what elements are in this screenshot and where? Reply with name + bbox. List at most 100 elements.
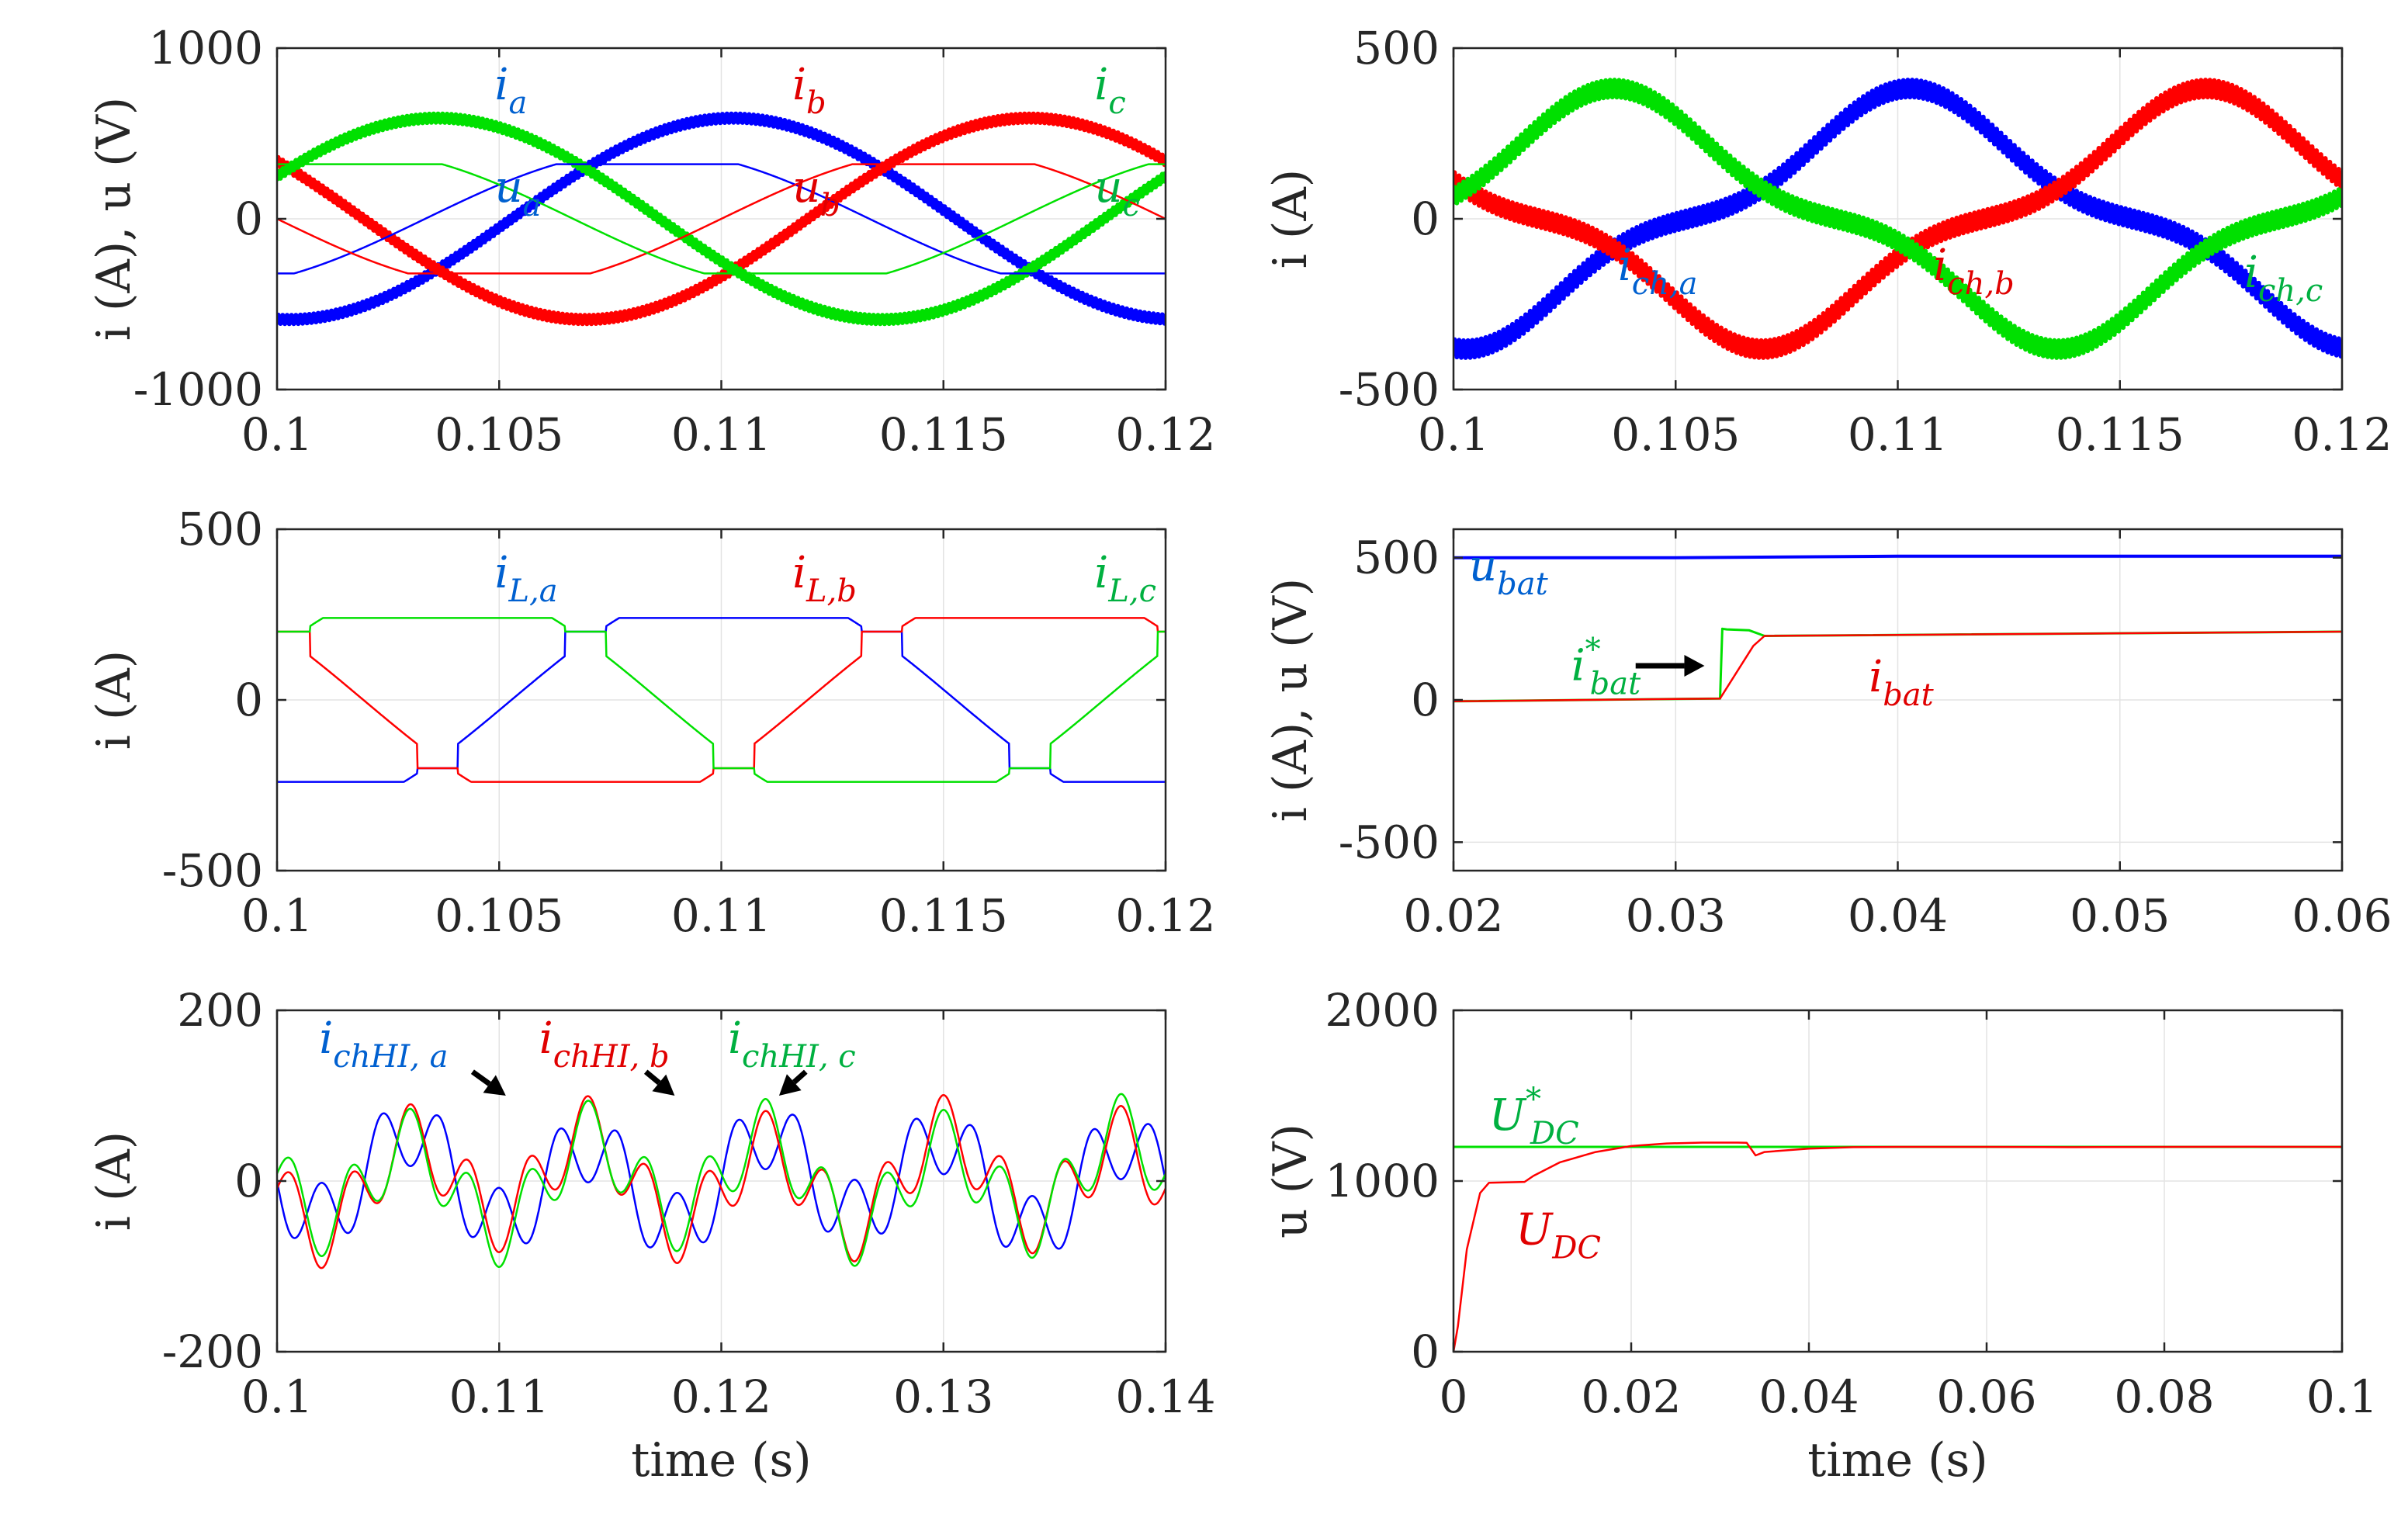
label-sub: bat bbox=[1590, 666, 1641, 701]
y-tick-label: 0 bbox=[234, 674, 263, 726]
y-tick-label: -500 bbox=[1339, 363, 1440, 416]
label-base: i bbox=[1094, 60, 1108, 110]
y-axis-label: u (V) bbox=[1263, 1124, 1318, 1238]
label-sup: * bbox=[1585, 632, 1601, 667]
series-u_bat bbox=[1453, 554, 2342, 559]
series-label: ia bbox=[495, 60, 528, 121]
label-sub: a bbox=[523, 188, 542, 223]
y-tick-label: -200 bbox=[162, 1325, 263, 1378]
y-axis-label: i (A) bbox=[87, 650, 141, 750]
label-base: i bbox=[1869, 652, 1883, 702]
arrow-head bbox=[1684, 655, 1705, 677]
y-axis-label: i (A) bbox=[1263, 169, 1318, 268]
x-tick-label: 0.12 bbox=[2292, 408, 2392, 461]
x-axis-label: time (s) bbox=[1807, 1433, 1987, 1488]
series-label: UDC bbox=[1516, 1204, 1601, 1266]
arrow-shaft bbox=[470, 1069, 491, 1086]
series-i_b bbox=[277, 111, 1166, 327]
series-label: ichHI, a bbox=[319, 1013, 448, 1075]
series-i_ch,b bbox=[1453, 78, 2342, 360]
label-sub: ch,b bbox=[1947, 266, 2014, 302]
y-axis-label: i (A), u (V) bbox=[1263, 578, 1318, 822]
series-i_a bbox=[277, 111, 1166, 327]
y-tick-label: 0 bbox=[234, 1155, 263, 1207]
y-tick-label: -1000 bbox=[133, 363, 263, 416]
x-tick-label: 0.13 bbox=[893, 1370, 993, 1423]
label-sub: L,c bbox=[1107, 573, 1156, 609]
y-tick-label: 0 bbox=[234, 192, 263, 245]
x-tick-label: 0.03 bbox=[1626, 889, 1726, 942]
y-tick-label: -500 bbox=[1339, 816, 1440, 868]
series-label: ichHI, c bbox=[728, 1013, 856, 1075]
label-sub: bat bbox=[1497, 566, 1548, 602]
x-tick-label: 0.1 bbox=[241, 408, 313, 461]
label-sub: b bbox=[806, 85, 826, 121]
series-label: U* DC bbox=[1489, 1082, 1579, 1152]
label-sub: DC bbox=[1551, 1230, 1601, 1266]
panel-p5: 0.1 0.11 0.12 0.13 0.14 -200 0 200 i (A) time (s)… bbox=[87, 984, 1216, 1488]
label-sub: ch,a bbox=[1632, 266, 1698, 302]
x-tick-label: 0.02 bbox=[1403, 889, 1503, 942]
y-axis-label: i (A) bbox=[87, 1131, 141, 1231]
y-axis-label: i (A), u (V) bbox=[87, 97, 141, 341]
x-tick-label: 0.1 bbox=[1418, 408, 1489, 461]
label-base: i bbox=[1094, 548, 1108, 598]
label-sub: c bbox=[1108, 85, 1125, 121]
x-tick-label: 0.06 bbox=[1936, 1370, 2036, 1423]
label-base: u bbox=[1469, 541, 1497, 591]
series-group bbox=[1453, 78, 2342, 360]
label-base: i bbox=[792, 60, 806, 110]
label-sub: chHI, c bbox=[742, 1039, 856, 1075]
x-tick-label: 0.05 bbox=[2070, 889, 2170, 942]
x-tick-label: 0 bbox=[1440, 1370, 1468, 1423]
y-tick-label: 0 bbox=[1411, 674, 1440, 726]
label-base: i bbox=[319, 1013, 333, 1064]
series-label: ua bbox=[495, 162, 542, 223]
x-tick-label: 0.02 bbox=[1581, 1370, 1681, 1423]
label-sub: c bbox=[1122, 188, 1139, 223]
y-tick-label: 500 bbox=[1353, 532, 1440, 584]
label-base: u bbox=[495, 162, 523, 213]
label-sub: ch,c bbox=[2258, 273, 2323, 309]
series-i_chHI,a bbox=[277, 1112, 1166, 1250]
x-tick-label: 0.115 bbox=[879, 408, 1008, 461]
x-tick-label: 0.11 bbox=[449, 1370, 549, 1423]
x-tick-label: 0.115 bbox=[879, 889, 1008, 942]
series-label: ich,b bbox=[1933, 241, 2014, 302]
series-label: ib bbox=[792, 60, 826, 121]
y-tick-label: -500 bbox=[162, 844, 263, 897]
label-sub: L,b bbox=[806, 573, 857, 609]
y-tick-label: 500 bbox=[1353, 22, 1440, 74]
series-label: iL,a bbox=[495, 548, 558, 609]
series-label: i* bat bbox=[1571, 632, 1641, 701]
series-u_b bbox=[277, 163, 1166, 275]
series-i_c bbox=[277, 111, 1166, 327]
label-base: i bbox=[1618, 241, 1632, 291]
label-base: i bbox=[792, 548, 806, 598]
series-i_bat bbox=[1453, 630, 2342, 703]
series-label: iL,b bbox=[792, 548, 857, 609]
x-tick-label: 0.1 bbox=[241, 1370, 313, 1423]
series-label: uc bbox=[1094, 162, 1139, 223]
series-group bbox=[1453, 554, 2342, 703]
label-sub: chHI, a bbox=[333, 1039, 448, 1075]
y-tick-label: 500 bbox=[177, 503, 263, 556]
series-i_chHI,b bbox=[277, 1094, 1166, 1269]
series-label: ubat bbox=[1469, 541, 1549, 602]
label-base: U bbox=[1489, 1090, 1527, 1141]
x-tick-label: 0.12 bbox=[671, 1370, 771, 1423]
series-i_L,c bbox=[277, 617, 1166, 783]
x-tick-label: 0.04 bbox=[1758, 1370, 1859, 1423]
arrow-head bbox=[652, 1074, 675, 1096]
series-group bbox=[277, 111, 1166, 327]
series-group bbox=[277, 1093, 1166, 1269]
label-base: u bbox=[792, 162, 820, 213]
x-tick-label: 0.105 bbox=[435, 889, 563, 942]
label-base: i bbox=[1933, 241, 1947, 291]
panel-p6: 0 0.02 0.04 0.06 0.08 0.1 0 1000 2000 u (V) time (… bbox=[1263, 984, 2378, 1488]
x-tick-label: 0.11 bbox=[671, 408, 771, 461]
series-u_c bbox=[277, 163, 1166, 275]
series-u_a bbox=[277, 163, 1166, 275]
